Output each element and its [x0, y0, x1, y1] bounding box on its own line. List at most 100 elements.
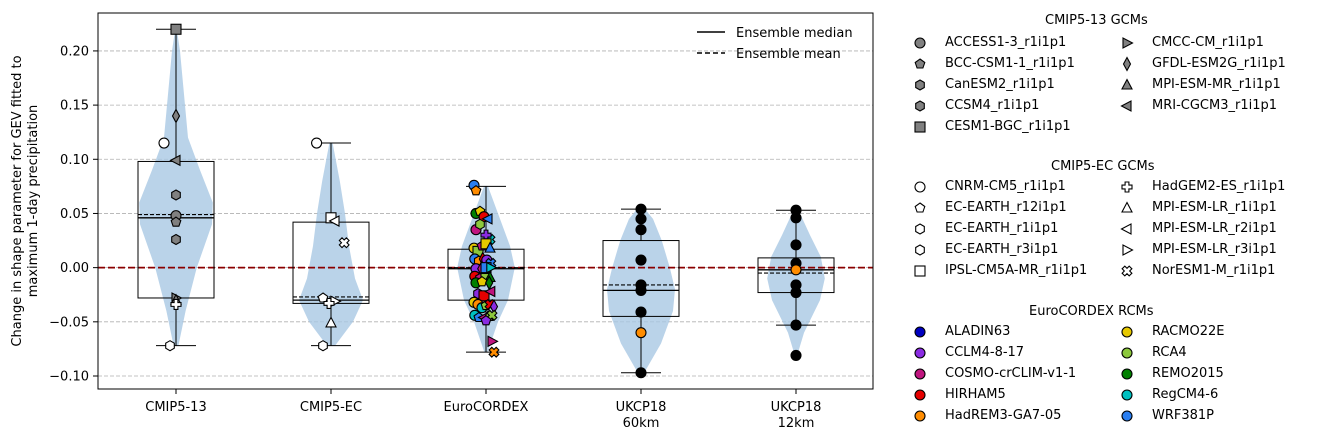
legend-marker-shape [915, 100, 925, 112]
legend-title-cmip5-ec: CMIP5-EC GCMs [1051, 159, 1155, 174]
legend-label: CMCC-CM_r1i1p1 [1152, 35, 1264, 50]
legend-marker [915, 223, 925, 235]
data-point [171, 108, 181, 124]
y-tick-label: 0.05 [60, 207, 89, 222]
legend-marker [914, 389, 926, 401]
violin-1 [299, 143, 363, 346]
legend-marker [1121, 410, 1133, 422]
legend-label: WRF381P [1152, 408, 1215, 423]
data-point [790, 287, 802, 299]
x-tick-label: UKCP18 [771, 400, 822, 415]
legend-marker [915, 100, 925, 112]
x-tick-label-line2: 60km [623, 416, 660, 431]
y-axis-label-line2: maximum 1-day precipitation [26, 105, 41, 298]
data-point [488, 346, 500, 358]
data-point [790, 239, 802, 251]
median-legend-label: Ensemble median [736, 26, 853, 41]
axes: −0.10 −0.05 0.00 0.05 0.10 0.15 0.20 CMIP5-13 CM… [49, 12, 874, 431]
x-tick-label: CMIP5-13 [145, 400, 206, 415]
data-point [480, 315, 492, 326]
legend-label: IPSL-CM5A-MR_r1i1p1 [945, 263, 1088, 278]
data-point [635, 224, 647, 236]
legend-marker [914, 410, 926, 422]
legend-marker [1122, 56, 1132, 72]
legend-marker [1121, 368, 1133, 380]
legend-marker-shape [915, 244, 925, 256]
legend-marker-shape [915, 79, 925, 91]
y-tick-label: −0.10 [49, 369, 89, 384]
legend-marker-shape [914, 265, 926, 277]
legend-marker-shape [914, 37, 926, 49]
legend-label: RegCM4-6 [1152, 387, 1219, 402]
y-tick-label: 0.10 [60, 153, 89, 168]
data-point [158, 137, 170, 149]
legend-label: RACMO22E [1152, 324, 1225, 339]
data-point [311, 137, 323, 149]
legend-label: MRI-CGCM3_r1i1p1 [1152, 98, 1278, 113]
legend-marker-shape [914, 202, 926, 213]
x-tick-label: CMIP5-EC [300, 400, 362, 415]
legend-marker-shape [914, 58, 926, 69]
legend-marker-shape [1122, 244, 1134, 256]
legend-marker [914, 347, 926, 359]
legend-label: MPI-ESM-MR_r1i1p1 [1152, 77, 1281, 92]
data-point [470, 185, 482, 196]
legend-marker-shape [1121, 78, 1133, 90]
data-point [171, 189, 181, 201]
legend-label: MPI-ESM-LR_r2i1p1 [1152, 221, 1277, 236]
legend-marker-shape [914, 389, 926, 401]
data-point [171, 233, 181, 246]
data-point [338, 237, 350, 249]
legend-label: CCSM4_r1i1p1 [945, 98, 1040, 113]
legend-marker-shape [1121, 181, 1133, 193]
data-point [170, 298, 182, 311]
legend-marker [1120, 223, 1132, 235]
legend-marker [915, 79, 925, 91]
legend-label: ALADIN63 [945, 324, 1011, 339]
legend-marker-shape [1121, 347, 1133, 359]
data-point [635, 213, 647, 225]
legend-label: EC-EARTH_r1i1p1 [945, 221, 1059, 236]
data-point [790, 319, 802, 331]
legend-marker [1122, 244, 1134, 256]
data-points [158, 23, 802, 379]
legend-title-cmip5-13: CMIP5-13 GCMs [1045, 13, 1148, 28]
legend-marker [914, 181, 926, 193]
data-point [165, 340, 175, 352]
legend-marker-shape [914, 368, 926, 380]
data-point [790, 212, 802, 224]
data-point [475, 218, 485, 230]
legend-marker-shape [1122, 37, 1134, 49]
data-point [478, 290, 490, 302]
legend-label: REMO2015 [1152, 366, 1224, 381]
data-point [635, 254, 647, 266]
legend-marker-shape [1120, 223, 1132, 235]
data-point [790, 264, 802, 276]
legend-label: MPI-ESM-LR_r3i1p1 [1152, 242, 1277, 257]
legend-label: HIRHAM5 [945, 387, 1006, 402]
x-tick-label: EuroCORDEX [444, 400, 529, 415]
legend-marker-shape [914, 121, 926, 133]
legend-marker-shape [1121, 389, 1133, 401]
data-point [325, 316, 337, 328]
legend-marker [914, 326, 926, 338]
legend-label: EC-EARTH_r3i1p1 [945, 242, 1059, 257]
legend-marker-shape [1120, 100, 1132, 112]
legend-marker-shape [914, 410, 926, 422]
legend-marker [1121, 201, 1133, 213]
legend-label: CESM1-BGC_r1i1p1 [945, 119, 1071, 134]
legend-label: CanESM2_r1i1p1 [945, 77, 1055, 92]
legend-marker [914, 202, 926, 213]
x-tick-label-line2: 12km [778, 416, 815, 431]
legend-marker [914, 265, 926, 277]
data-point [486, 261, 498, 274]
legend-label: CCLM4-8-17 [945, 345, 1025, 360]
legend-marker-shape [914, 347, 926, 359]
data-point [170, 216, 182, 227]
legend-marker [1121, 326, 1133, 338]
data-point [323, 297, 335, 309]
legend-marker-shape [915, 223, 925, 235]
data-point [169, 154, 181, 167]
data-point [484, 285, 496, 298]
